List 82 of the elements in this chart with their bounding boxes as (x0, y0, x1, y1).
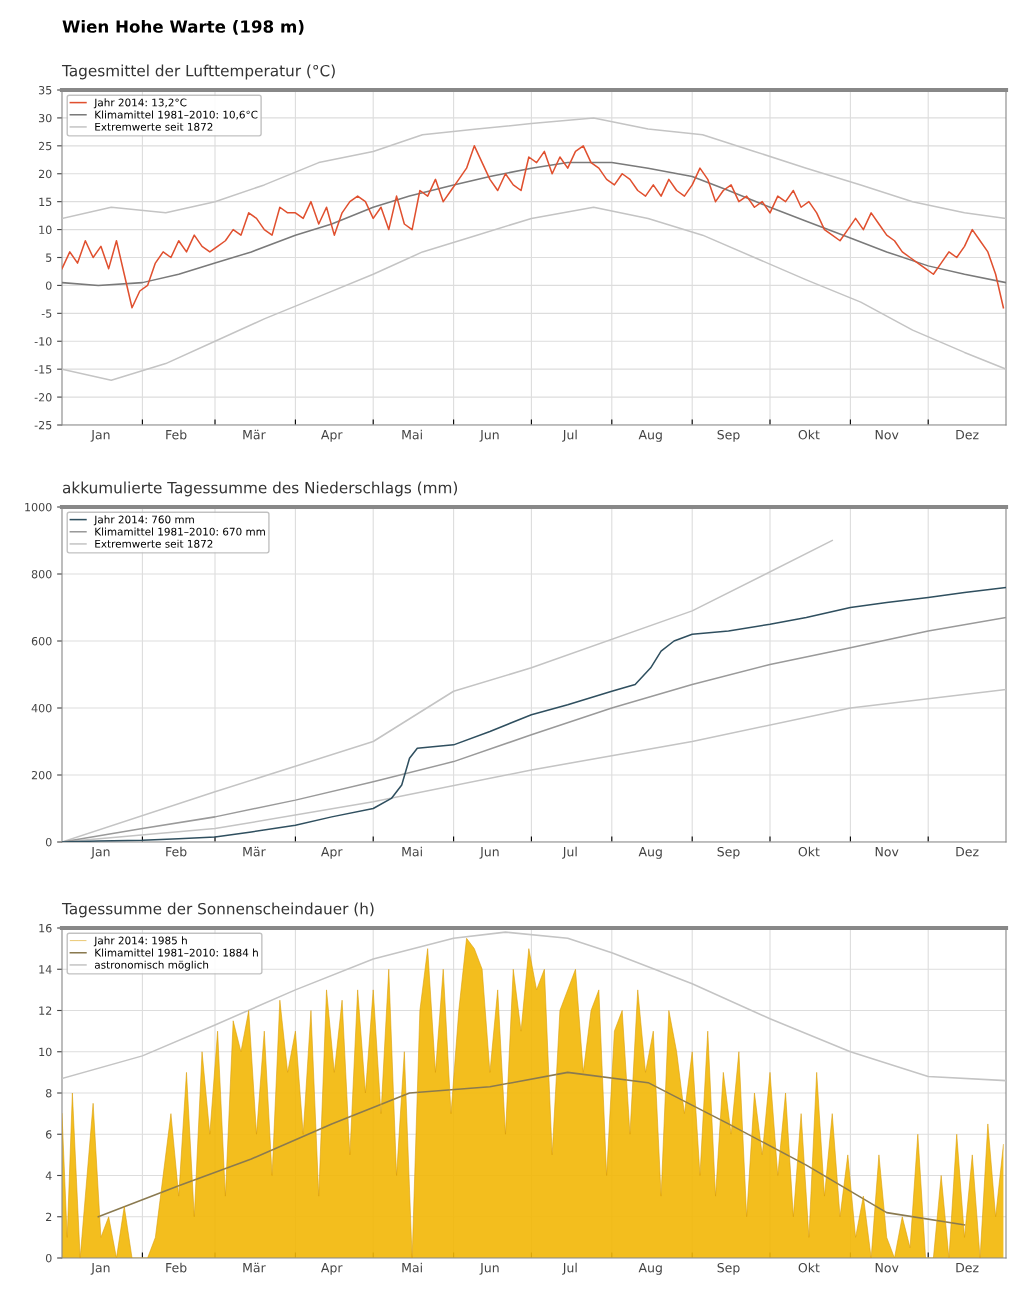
y-tick-label: -25 (34, 420, 52, 430)
y-tick-label: 4 (45, 1171, 52, 1180)
y-tick-label: 10 (39, 1047, 52, 1057)
x-tick-label: Mär (243, 429, 266, 440)
x-tick-label: Sep (717, 429, 740, 442)
chart-title: Tagessumme der Sonnenscheindauer (h) (61, 902, 374, 918)
legend-label: Extremwerte seit 1872 (95, 122, 213, 131)
x-tick-label: Feb (166, 846, 187, 857)
x-tick-label: Jul (562, 846, 577, 859)
x-tick-label: Jul (562, 1262, 577, 1275)
legend-label: Klimamittel 1981–2010: 10,6°C (95, 110, 258, 120)
line-series (97, 1071, 966, 1226)
x-tick-label: Sep (717, 1262, 740, 1275)
x-tick-label: Jun (479, 1263, 499, 1275)
chart-title: Wien Hohe Warte (198 m) (62, 19, 304, 35)
y-tick-label: 16 (39, 923, 52, 933)
legend-label: Jahr 2014: 1985 h (93, 936, 187, 947)
y-tick-label: 10 (39, 225, 52, 234)
legend-label: astronomisch möglich (94, 960, 209, 971)
x-tick-label: Nov (875, 430, 899, 440)
y-tick-label: 200 (31, 770, 52, 780)
legend-label: Klimamittel 1981–2010: 1884 h (95, 948, 258, 957)
y-tick-label: 1000 (25, 502, 52, 512)
y-tick-label: 14 (39, 965, 52, 974)
line-series (62, 931, 1006, 1082)
y-tick-label: 5 (46, 253, 52, 262)
y-tick-label: 15 (39, 197, 52, 207)
line-series (62, 145, 1005, 309)
x-tick-label: Sep (717, 846, 740, 859)
x-tick-label: Dez (956, 430, 979, 440)
x-tick-label: Jul (562, 429, 577, 442)
x-tick-label: Apr (321, 847, 343, 859)
x-tick-label: Mär (243, 846, 266, 857)
line-series (62, 161, 1006, 287)
y-tick-label: 0 (45, 837, 52, 847)
x-tick-label: Apr (321, 430, 343, 442)
x-tick-label: Mai (402, 1262, 422, 1273)
line-series (62, 206, 1006, 382)
y-tick-label: 800 (31, 569, 52, 579)
y-tick-label: 0 (45, 1253, 52, 1263)
y-tick-label: -15 (34, 365, 52, 374)
x-tick-label: Feb (166, 429, 187, 440)
x-tick-label: Mai (402, 429, 422, 440)
x-tick-label: Mai (402, 846, 422, 857)
y-tick-label: -5 (41, 309, 52, 318)
y-tick-label: 600 (31, 636, 52, 646)
x-tick-label: Dez (956, 847, 979, 857)
x-tick-label: Jun (479, 430, 499, 442)
y-tick-label: 0 (45, 281, 52, 290)
legend-label: Extremwerte seit 1872 (95, 539, 213, 548)
x-tick-label: Mär (243, 1262, 266, 1273)
x-tick-label: Jan (90, 430, 110, 442)
x-tick-label: Aug (638, 430, 662, 442)
chart-title: akkumulierte Tagessumme des Niederschlags (mm) (62, 481, 458, 497)
x-tick-label: Okt (798, 1262, 820, 1273)
legend-label: Jahr 2014: 13,2°C (93, 98, 187, 109)
x-tick-label: Jan (90, 847, 110, 859)
x-tick-label: Jan (90, 1263, 110, 1275)
y-tick-label: -10 (34, 337, 52, 346)
x-tick-label: Aug (638, 847, 662, 859)
y-tick-label: 30 (38, 113, 52, 123)
y-tick-label: 12 (39, 1006, 52, 1015)
chart-subtitle: Tagesmittel der Lufttemperatur (°C) (61, 64, 335, 80)
y-tick-label: 8 (45, 1088, 52, 1098)
y-tick-label: 20 (38, 169, 52, 179)
x-tick-label: Apr (321, 1263, 343, 1275)
x-tick-label: Okt (798, 846, 820, 857)
y-tick-label: 25 (38, 141, 52, 151)
x-tick-label: Nov (875, 1263, 899, 1273)
y-tick-label: 2 (46, 1212, 52, 1221)
y-tick-label: 6 (45, 1130, 52, 1139)
x-tick-label: Okt (798, 429, 820, 440)
x-tick-label: Jun (479, 847, 499, 859)
x-tick-label: Feb (166, 1262, 187, 1273)
legend-label: Jahr 2014: 760 mm (93, 515, 194, 526)
x-tick-label: Dez (956, 1263, 979, 1273)
x-tick-label: Aug (638, 1263, 662, 1275)
y-tick-label: 35 (38, 85, 52, 95)
legend-label: Klimamittel 1981–2010: 670 mm (95, 527, 265, 536)
y-tick-label: 400 (31, 703, 52, 713)
x-tick-label: Nov (875, 847, 899, 857)
y-tick-label: -20 (34, 393, 52, 402)
